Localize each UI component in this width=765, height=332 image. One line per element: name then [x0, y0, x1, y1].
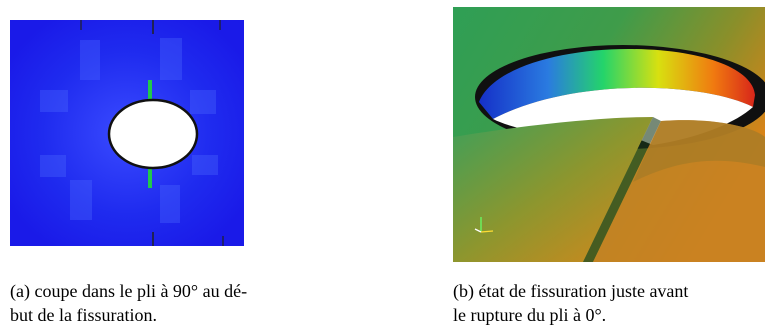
caption-figure-a: (a) coupe dans le pli à 90° au dé- but d…	[10, 279, 340, 327]
figure-b-image	[453, 7, 765, 262]
flap-left	[453, 117, 653, 262]
caption-a-line-2: but de la fissuration.	[10, 305, 157, 325]
caption-figure-b: (b) état de fissuration juste avant le r…	[453, 279, 765, 327]
figure-a-image	[10, 20, 244, 246]
caption-b-line-2: le rupture du pli à 0°.	[453, 305, 607, 325]
caption-a-line-1: (a) coupe dans le pli à 90° au dé-	[10, 281, 248, 301]
figure-b-crack-3d-view	[453, 7, 765, 262]
caption-b-line-1: (b) état de fissuration juste avant	[453, 281, 689, 301]
figure-a-plate-with-hole	[10, 20, 244, 246]
axis-triad	[474, 217, 494, 233]
hole-wall	[479, 49, 755, 119]
hole	[107, 98, 199, 170]
stress-pattern	[40, 38, 218, 223]
